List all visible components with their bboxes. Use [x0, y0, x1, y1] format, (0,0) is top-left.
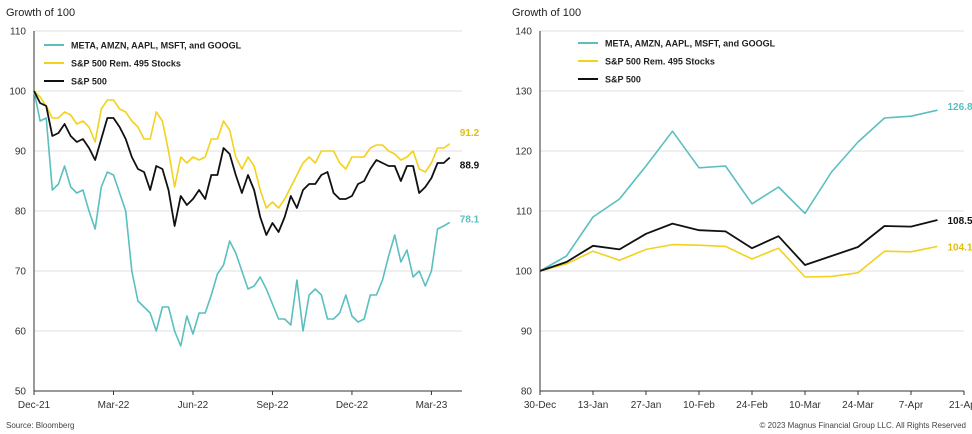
- series-line-2: [539, 219, 938, 272]
- y-tick-label: 70: [15, 267, 27, 278]
- y-tick-label: 90: [15, 147, 27, 158]
- source-note: Source: Bloomberg: [6, 421, 75, 430]
- y-tick-label: 80: [521, 387, 533, 398]
- end-value-label: 88.9: [460, 161, 480, 172]
- x-tick-label: Dec-21: [18, 400, 51, 411]
- legend-entry: META, AMZN, AAPL, MSFT, and GOOGL: [605, 39, 776, 49]
- end-value-label: 126.8: [948, 102, 972, 113]
- y-tick-label: 60: [15, 327, 27, 338]
- end-value-label: 91.2: [460, 128, 480, 139]
- x-tick-label: 7-Apr: [899, 400, 924, 411]
- series-line-1: [539, 243, 938, 278]
- end-value-label: 104.1: [948, 242, 972, 253]
- x-tick-label: 30-Dec: [524, 400, 556, 411]
- x-tick-label: 27-Jan: [631, 400, 662, 411]
- y-tick-label: 100: [515, 267, 532, 278]
- y-tick-label: 110: [516, 207, 532, 218]
- legend-entry: S&P 500 Rem. 495 Stocks: [71, 59, 181, 69]
- copyright-note: © 2023 Magnus Financial Group LLC. All R…: [759, 421, 966, 430]
- y-tick-label: 120: [515, 147, 532, 158]
- legend-entry: META, AMZN, AAPL, MSFT, and GOOGL: [71, 41, 242, 51]
- y-tick-label: 140: [515, 27, 532, 38]
- y-tick-label: 110: [10, 27, 26, 38]
- x-tick-label: Dec-22: [336, 400, 369, 411]
- x-tick-label: 10-Feb: [683, 400, 715, 411]
- x-tick-label: 13-Jan: [578, 400, 609, 411]
- series-line-2: [33, 90, 451, 236]
- x-tick-label: 21-Apr: [949, 400, 972, 411]
- y-tick-label: 80: [15, 207, 27, 218]
- x-tick-label: Jun-22: [178, 400, 209, 411]
- y-tick-label: 50: [15, 387, 27, 398]
- left-chart-title: Growth of 100: [6, 7, 76, 19]
- series-line-0: [33, 90, 451, 347]
- legend-entry: S&P 500 Rem. 495 Stocks: [605, 57, 715, 67]
- right-chart-title: Growth of 100: [512, 7, 582, 19]
- series-line-1: [33, 90, 451, 209]
- x-tick-label: 24-Mar: [842, 400, 874, 411]
- x-tick-label: Sep-22: [256, 400, 289, 411]
- x-tick-label: 10-Mar: [789, 400, 821, 411]
- y-tick-label: 100: [9, 87, 26, 98]
- x-tick-label: Mar-22: [98, 400, 130, 411]
- legend-entry: S&P 500: [605, 75, 641, 85]
- end-value-label: 108.5: [948, 216, 972, 227]
- end-value-label: 78.1: [460, 214, 480, 225]
- legend-entry: S&P 500: [71, 77, 107, 87]
- y-tick-label: 90: [521, 327, 533, 338]
- series-line-0: [539, 109, 938, 272]
- x-tick-label: Mar-23: [416, 400, 448, 411]
- y-tick-label: 130: [515, 87, 532, 98]
- x-tick-label: 24-Feb: [736, 400, 768, 411]
